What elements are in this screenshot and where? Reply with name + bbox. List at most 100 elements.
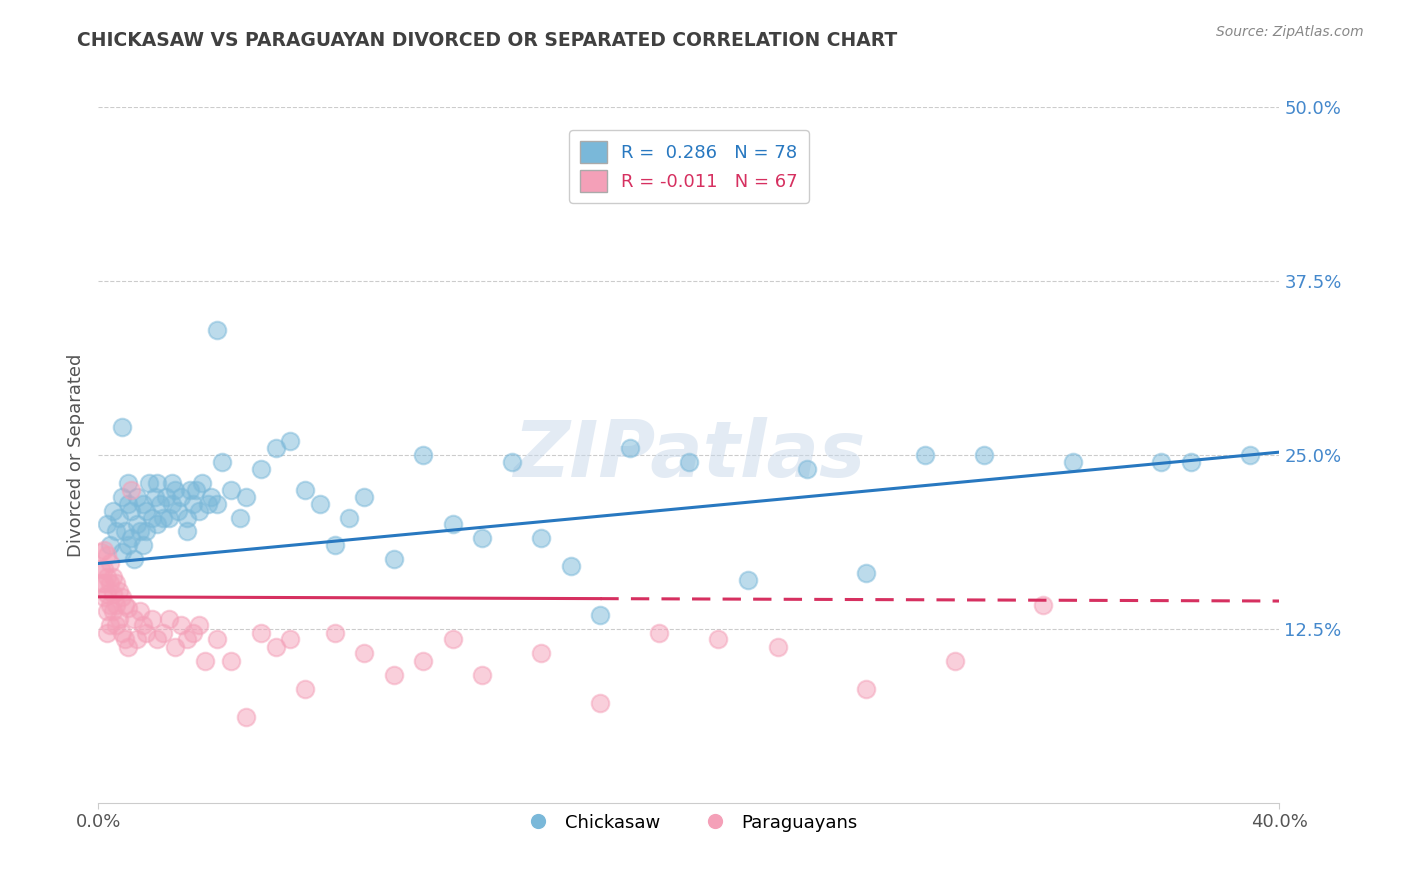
Point <box>187 503 209 517</box>
Point <box>323 626 346 640</box>
Point <box>96 517 118 532</box>
Point <box>294 483 316 497</box>
Point <box>382 667 405 681</box>
Point <box>339 510 361 524</box>
Point <box>235 709 257 723</box>
Point <box>648 626 671 640</box>
Point <box>197 497 219 511</box>
Point <box>122 552 145 566</box>
Text: ZIPatlas: ZIPatlas <box>513 417 865 493</box>
Point <box>114 632 136 646</box>
Legend: Chickasaw, Paraguayans: Chickasaw, Paraguayans <box>513 806 865 839</box>
Point <box>96 604 118 618</box>
Point <box>205 323 228 337</box>
Point <box>135 503 157 517</box>
Point <box>1032 598 1054 612</box>
Point <box>205 497 228 511</box>
Point <box>353 646 375 660</box>
Point <box>501 455 523 469</box>
Point <box>766 640 789 654</box>
Point <box>796 462 818 476</box>
Point <box>250 462 273 476</box>
Point <box>589 696 612 710</box>
Point <box>141 612 163 626</box>
Point <box>108 510 131 524</box>
Point <box>105 617 128 632</box>
Point <box>105 576 128 591</box>
Point <box>1062 455 1084 469</box>
Point <box>184 483 207 497</box>
Point <box>125 490 148 504</box>
Point <box>737 573 759 587</box>
Point <box>264 441 287 455</box>
Point <box>176 632 198 646</box>
Point <box>146 475 169 490</box>
Point <box>128 524 150 539</box>
Point <box>146 632 169 646</box>
Point <box>111 545 134 559</box>
Point <box>914 448 936 462</box>
Point <box>250 626 273 640</box>
Point <box>200 490 222 504</box>
Point <box>229 510 252 524</box>
Point <box>179 483 201 497</box>
Point <box>181 626 204 640</box>
Point <box>353 490 375 504</box>
Point <box>122 612 145 626</box>
Point <box>135 626 157 640</box>
Point <box>170 490 193 504</box>
Point <box>93 576 115 591</box>
Point <box>441 517 464 532</box>
Point <box>530 532 553 546</box>
Point <box>135 524 157 539</box>
Point <box>855 566 877 581</box>
Point <box>120 483 142 497</box>
Point <box>103 570 125 584</box>
Point <box>98 557 121 571</box>
Point <box>103 587 125 601</box>
Point <box>678 455 700 469</box>
Point <box>1150 455 1173 469</box>
Point <box>98 598 121 612</box>
Point <box>103 604 125 618</box>
Point <box>90 562 112 576</box>
Point <box>157 612 180 626</box>
Point <box>103 503 125 517</box>
Point <box>471 532 494 546</box>
Point <box>105 598 128 612</box>
Point <box>162 475 183 490</box>
Point <box>128 604 150 618</box>
Point <box>194 654 217 668</box>
Point <box>280 632 302 646</box>
Text: Source: ZipAtlas.com: Source: ZipAtlas.com <box>1216 25 1364 39</box>
Text: CHICKASAW VS PARAGUAYAN DIVORCED OR SEPARATED CORRELATION CHART: CHICKASAW VS PARAGUAYAN DIVORCED OR SEPA… <box>77 31 897 50</box>
Point <box>152 510 174 524</box>
Point <box>132 538 155 552</box>
Point <box>309 497 332 511</box>
Point <box>114 524 136 539</box>
Point <box>111 590 134 604</box>
Point <box>412 654 434 668</box>
Point <box>141 510 163 524</box>
Point <box>176 510 198 524</box>
Point <box>111 490 134 504</box>
Point <box>117 497 139 511</box>
Point <box>170 617 193 632</box>
Point <box>412 448 434 462</box>
Point <box>149 497 172 511</box>
Point <box>167 503 190 517</box>
Point <box>98 538 121 552</box>
Point <box>98 617 121 632</box>
Point <box>146 517 169 532</box>
Point <box>162 497 183 511</box>
Point <box>280 434 302 448</box>
Point <box>264 640 287 654</box>
Point <box>943 654 966 668</box>
Point <box>96 626 118 640</box>
Point <box>181 497 204 511</box>
Point <box>471 667 494 681</box>
Point <box>114 598 136 612</box>
Point <box>560 559 582 574</box>
Point <box>619 441 641 455</box>
Point <box>221 654 243 668</box>
